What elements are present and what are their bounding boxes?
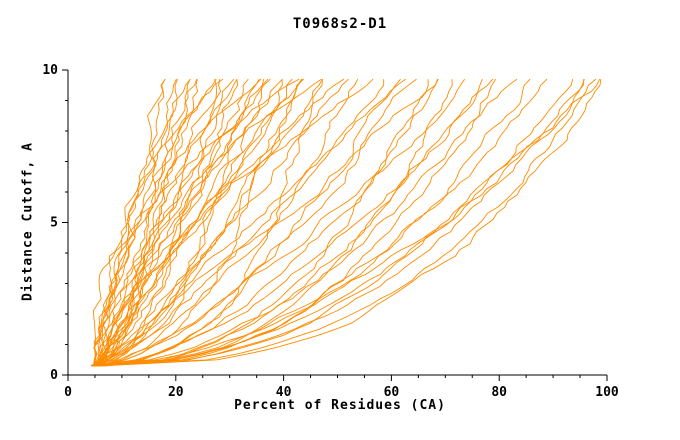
accuracy-curve bbox=[91, 78, 249, 367]
accuracy-curve bbox=[95, 78, 345, 367]
accuracy-curve bbox=[104, 78, 483, 367]
accuracy-curve bbox=[97, 78, 497, 367]
accuracy-curve bbox=[95, 78, 518, 367]
accuracy-curve bbox=[96, 79, 574, 367]
chart-title: T0968s2-D1 bbox=[292, 16, 388, 32]
accuracy-curve bbox=[94, 78, 283, 367]
accuracy-curve bbox=[94, 78, 305, 367]
accuracy-curve bbox=[97, 78, 324, 367]
accuracy-curve bbox=[96, 78, 217, 367]
x-tick-label: 60 bbox=[384, 385, 400, 400]
accuracy-curve bbox=[92, 78, 262, 366]
accuracy-curve bbox=[93, 78, 235, 367]
accuracy-curve bbox=[100, 78, 374, 367]
accuracy-curve bbox=[91, 79, 385, 367]
x-tick-label: 100 bbox=[595, 385, 619, 400]
accuracy-curve bbox=[93, 78, 224, 366]
accuracy-curve bbox=[93, 78, 303, 367]
accuracy-curve bbox=[95, 79, 283, 367]
y-tick-label: 0 bbox=[50, 368, 58, 383]
x-tick-label: 20 bbox=[168, 385, 184, 400]
accuracy-curve bbox=[94, 78, 601, 367]
accuracy-curve bbox=[94, 78, 166, 367]
accuracy-curve bbox=[100, 78, 359, 367]
accuracy-curve bbox=[101, 79, 602, 367]
accuracy-curve bbox=[92, 78, 271, 366]
y-tick-label: 5 bbox=[50, 216, 58, 231]
accuracy-curve bbox=[97, 78, 406, 367]
accuracy-curve bbox=[90, 78, 439, 367]
accuracy-curve bbox=[96, 78, 401, 367]
accuracy-curve bbox=[102, 78, 300, 367]
accuracy-curve bbox=[93, 78, 198, 367]
accuracy-curve bbox=[99, 78, 548, 367]
accuracy-curve bbox=[94, 78, 494, 367]
y-tick-label: 10 bbox=[42, 63, 58, 78]
accuracy-curve bbox=[96, 78, 293, 367]
accuracy-curve bbox=[97, 78, 465, 367]
accuracy-curve bbox=[93, 79, 453, 367]
x-axis-label: Percent of Residues (CA) bbox=[234, 398, 446, 413]
x-tick-label: 80 bbox=[491, 385, 507, 400]
accuracy-curve bbox=[99, 78, 265, 367]
accuracy-curve bbox=[98, 78, 178, 367]
accuracy-curve bbox=[96, 78, 585, 367]
accuracy-curve bbox=[101, 78, 417, 367]
accuracy-curve bbox=[92, 79, 323, 367]
x-tick-label: 40 bbox=[276, 385, 292, 400]
accuracy-curve bbox=[97, 78, 439, 367]
accuracy-curve bbox=[98, 78, 322, 367]
accuracy-curve bbox=[90, 78, 191, 367]
accuracy-curve bbox=[98, 78, 597, 367]
x-tick-label: 0 bbox=[64, 385, 72, 400]
